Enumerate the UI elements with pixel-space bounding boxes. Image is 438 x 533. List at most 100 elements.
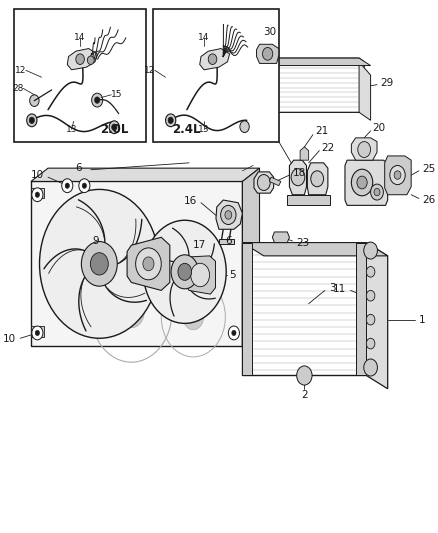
Text: 2: 2 xyxy=(301,390,307,400)
Circle shape xyxy=(351,169,373,196)
Text: 16: 16 xyxy=(184,196,197,206)
Text: 20: 20 xyxy=(373,123,386,133)
Polygon shape xyxy=(260,58,371,66)
Text: 23: 23 xyxy=(296,238,309,247)
Polygon shape xyxy=(385,156,411,195)
Circle shape xyxy=(366,243,375,253)
Circle shape xyxy=(258,174,270,190)
Polygon shape xyxy=(216,200,243,229)
Bar xyxy=(14,9,146,142)
Polygon shape xyxy=(351,138,377,160)
Text: 2.4L: 2.4L xyxy=(173,123,201,136)
Circle shape xyxy=(178,263,191,280)
Circle shape xyxy=(366,290,375,301)
Circle shape xyxy=(191,263,209,287)
Polygon shape xyxy=(67,49,97,70)
Polygon shape xyxy=(127,237,170,290)
Polygon shape xyxy=(243,243,366,375)
Text: 25: 25 xyxy=(422,164,435,174)
Text: 6: 6 xyxy=(76,163,82,173)
Text: 1: 1 xyxy=(419,314,425,325)
Text: 14: 14 xyxy=(74,34,86,43)
Circle shape xyxy=(371,184,383,200)
Circle shape xyxy=(171,255,198,289)
Circle shape xyxy=(232,330,236,336)
Circle shape xyxy=(357,176,367,189)
Polygon shape xyxy=(269,177,281,185)
Text: 12: 12 xyxy=(14,66,26,75)
Circle shape xyxy=(35,330,39,336)
Circle shape xyxy=(374,188,380,196)
Circle shape xyxy=(79,179,90,192)
Circle shape xyxy=(82,183,86,188)
Circle shape xyxy=(27,114,37,127)
Circle shape xyxy=(358,142,371,158)
Circle shape xyxy=(39,189,159,338)
Polygon shape xyxy=(243,168,260,360)
Text: 28: 28 xyxy=(12,84,23,93)
Text: 13: 13 xyxy=(198,125,210,134)
Circle shape xyxy=(240,121,249,133)
Polygon shape xyxy=(31,181,243,346)
Circle shape xyxy=(29,117,35,124)
Text: 12: 12 xyxy=(144,66,155,75)
Circle shape xyxy=(168,117,173,124)
Circle shape xyxy=(143,257,154,271)
Circle shape xyxy=(228,326,240,340)
Text: 13: 13 xyxy=(66,125,77,134)
Circle shape xyxy=(394,171,401,179)
Text: 22: 22 xyxy=(321,143,335,154)
Text: 29: 29 xyxy=(381,78,394,88)
Text: 3: 3 xyxy=(329,283,336,293)
Circle shape xyxy=(208,54,217,64)
Text: 26: 26 xyxy=(422,195,435,205)
Circle shape xyxy=(65,183,69,188)
Circle shape xyxy=(366,338,375,349)
Circle shape xyxy=(62,179,73,192)
Polygon shape xyxy=(257,44,279,63)
Circle shape xyxy=(225,211,232,219)
Circle shape xyxy=(35,192,39,197)
Circle shape xyxy=(112,124,117,131)
Polygon shape xyxy=(345,160,388,205)
Bar xyxy=(153,9,279,142)
Polygon shape xyxy=(357,243,366,375)
Circle shape xyxy=(291,168,305,185)
Circle shape xyxy=(366,362,375,373)
Polygon shape xyxy=(243,243,252,375)
Circle shape xyxy=(87,56,94,64)
Polygon shape xyxy=(186,256,215,294)
Text: 14: 14 xyxy=(198,34,210,43)
Circle shape xyxy=(390,165,405,184)
Polygon shape xyxy=(307,163,328,195)
Polygon shape xyxy=(243,243,388,256)
Circle shape xyxy=(81,241,117,286)
Circle shape xyxy=(109,121,120,134)
Circle shape xyxy=(364,242,378,259)
Circle shape xyxy=(143,220,226,324)
Circle shape xyxy=(32,326,43,340)
Circle shape xyxy=(136,248,161,280)
Polygon shape xyxy=(254,172,274,193)
Circle shape xyxy=(95,97,100,103)
Bar xyxy=(31,326,44,337)
Text: 30: 30 xyxy=(263,27,276,37)
Polygon shape xyxy=(200,49,230,70)
Circle shape xyxy=(366,314,375,325)
Polygon shape xyxy=(359,62,371,120)
Bar xyxy=(31,188,44,198)
Text: 15: 15 xyxy=(111,90,123,99)
Circle shape xyxy=(364,359,378,376)
Text: 2.0L: 2.0L xyxy=(100,123,129,136)
Text: 10: 10 xyxy=(3,334,16,344)
Text: 21: 21 xyxy=(315,126,328,136)
Polygon shape xyxy=(31,168,260,181)
Circle shape xyxy=(90,253,108,275)
Circle shape xyxy=(30,95,39,107)
Polygon shape xyxy=(290,160,307,195)
Circle shape xyxy=(76,54,85,64)
Circle shape xyxy=(183,304,204,330)
Circle shape xyxy=(297,366,312,385)
Text: 18: 18 xyxy=(293,168,306,178)
Circle shape xyxy=(166,114,176,127)
